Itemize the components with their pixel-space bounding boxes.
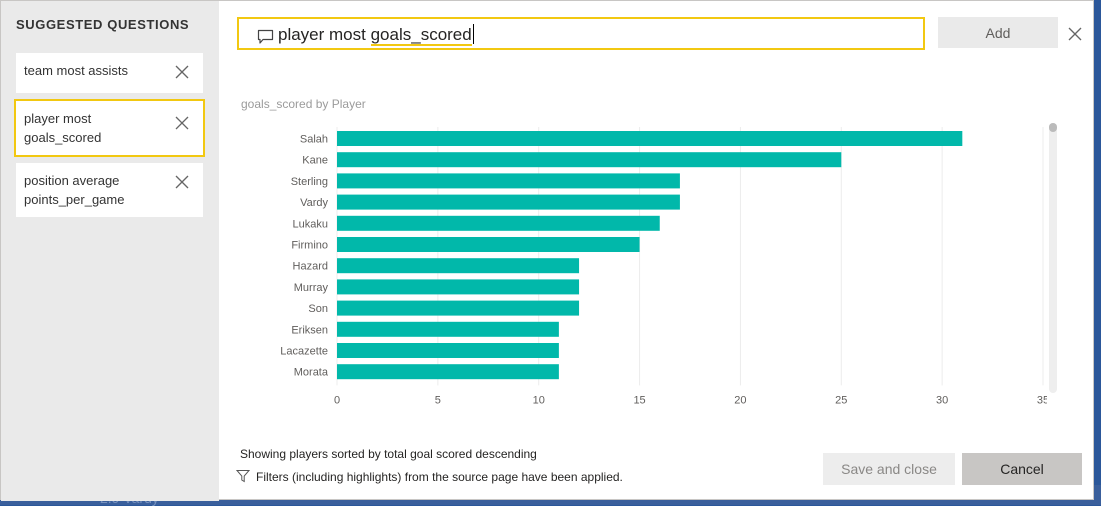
x-tick-label: 30 [936, 394, 948, 406]
y-category-label: Salah [300, 134, 328, 146]
bar [337, 173, 680, 189]
y-category-label: Hazard [293, 261, 328, 273]
y-category-label: Kane [302, 155, 328, 167]
question-highlighted-term: goals_scored [370, 25, 472, 46]
text-caret [472, 24, 474, 44]
sort-description: Showing players sorted by total goal sco… [240, 447, 537, 461]
y-category-label: Firmino [291, 240, 328, 252]
remove-question-icon[interactable] [175, 65, 189, 79]
chat-bubble-icon [257, 29, 274, 44]
question-input[interactable]: player most goals_scored [237, 17, 925, 50]
bar [337, 258, 580, 274]
suggested-questions-panel: SUGGESTED QUESTIONS team most assists pl… [1, 1, 219, 501]
filter-icon [236, 470, 250, 483]
filter-notice-text: Filters (including highlights) from the … [256, 470, 623, 484]
bar [337, 194, 680, 210]
suggested-question-line1: position average [24, 173, 120, 188]
bar [337, 237, 640, 252]
remove-question-icon[interactable] [175, 116, 189, 130]
x-tick-label: 15 [633, 394, 645, 406]
bar [337, 215, 660, 231]
x-tick-label: 0 [334, 394, 340, 406]
suggested-question-line1: player most [24, 111, 92, 126]
bar [337, 131, 963, 146]
y-category-label: Murray [294, 282, 329, 294]
save-and-close-button[interactable]: Save and close [823, 453, 955, 485]
suggested-question-line1: team most assists [24, 63, 129, 78]
suggested-question-line2: goals_scored [24, 130, 102, 145]
suggested-question-item[interactable]: position average points_per_game [16, 163, 203, 217]
suggested-question-line2: points_per_game [24, 192, 125, 207]
question-prefix: player most [278, 25, 371, 44]
bar [337, 321, 559, 337]
bar [337, 300, 580, 316]
cancel-button[interactable]: Cancel [962, 453, 1082, 485]
chart-title: goals_scored by Player [241, 97, 366, 111]
y-category-label: Sterling [291, 176, 328, 188]
question-text: player most goals_scored [278, 24, 474, 46]
x-tick-label: 35 [1037, 394, 1047, 406]
y-category-label: Lukaku [293, 218, 328, 230]
suggested-question-item-active[interactable]: player most goals_scored [14, 99, 205, 157]
x-tick-label: 10 [533, 394, 545, 406]
filter-notice: Filters (including highlights) from the … [236, 469, 623, 484]
y-category-label: Morata [294, 367, 329, 379]
x-tick-label: 25 [835, 394, 847, 406]
y-category-label: Vardy [300, 197, 328, 209]
bar [337, 364, 559, 380]
close-icon[interactable] [1067, 26, 1083, 42]
chart-scroll-thumb[interactable] [1049, 123, 1057, 132]
suggested-question-item[interactable]: team most assists [16, 53, 203, 93]
bar [337, 343, 559, 358]
y-category-label: Eriksen [291, 324, 328, 336]
bar-chart: 0 5 10 15 20 25 30 35 Salah Kane Sterling Vardy Luka… [280, 127, 1047, 406]
x-tick-label: 5 [435, 394, 441, 406]
bar [337, 279, 580, 295]
suggested-questions-title: SUGGESTED QUESTIONS [16, 17, 190, 32]
y-category-label: Son [308, 303, 328, 315]
chart-scrollbar[interactable] [1049, 123, 1057, 393]
y-category-label: Lacazette [280, 346, 328, 358]
bar [337, 152, 842, 168]
remove-question-icon[interactable] [175, 175, 189, 189]
x-tick-label: 20 [734, 394, 746, 406]
add-button[interactable]: Add [938, 17, 1058, 48]
